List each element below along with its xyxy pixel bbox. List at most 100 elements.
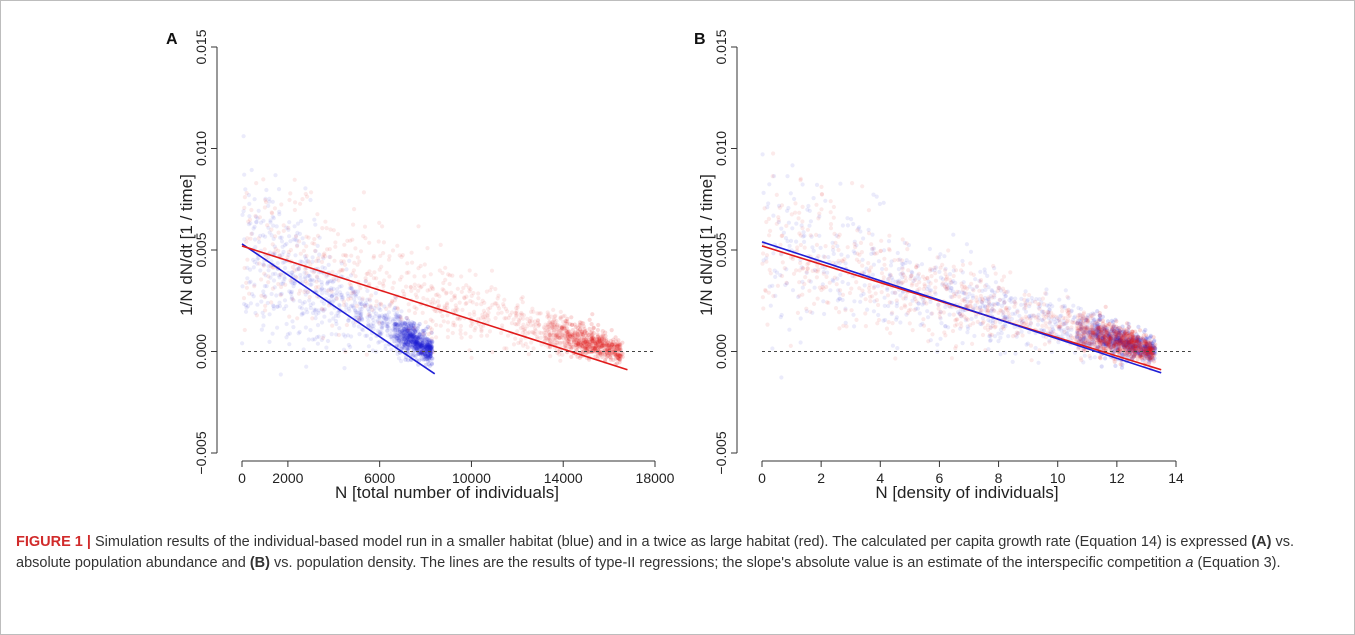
panel-a-blue-point xyxy=(425,344,430,349)
panel-b-blue-point xyxy=(942,254,947,259)
panel-a-red-point xyxy=(377,320,382,325)
panel-a-blue-point xyxy=(428,342,433,347)
panel-a-red-point xyxy=(428,317,433,322)
panel-b-blue-point xyxy=(1023,309,1029,314)
panel-a-red-point xyxy=(596,322,601,328)
panel-a-blue-point xyxy=(255,261,260,266)
panel-a-blue-point xyxy=(421,351,427,356)
panel-a-red-point xyxy=(421,296,426,301)
panel-b-blue-point xyxy=(790,163,795,168)
panel-b-blue-point xyxy=(800,182,805,187)
panel-b-red-point xyxy=(816,254,821,259)
panel-a-blue-point xyxy=(247,214,252,219)
panel-a-blue-point xyxy=(396,338,401,343)
panel-a-blue-point xyxy=(408,332,413,337)
panel-b-red-point xyxy=(978,308,983,313)
panel-a-blue-point xyxy=(325,281,330,286)
panel-a-blue-point xyxy=(315,341,320,346)
panel-b-red-point xyxy=(866,261,871,266)
panel-b-blue-point xyxy=(771,251,776,256)
panel-b-red-point xyxy=(854,280,859,285)
panel-b-red-point xyxy=(952,323,958,328)
panel-a-red-point xyxy=(272,250,277,255)
panel-a-red-point xyxy=(304,234,309,239)
panel-b-blue-point xyxy=(760,152,765,157)
panel-a-red-point xyxy=(387,254,392,259)
panel-b-red-point xyxy=(932,265,937,270)
panel-a-blue-point xyxy=(395,328,400,333)
panel-a-blue-point xyxy=(325,338,331,344)
panel-a-blue-point xyxy=(424,343,429,348)
panel-a-blue-point xyxy=(412,328,417,333)
panel-b-red-point xyxy=(968,323,973,328)
panel-b-blue-point xyxy=(845,216,850,221)
panel-a-blue-point xyxy=(385,324,390,329)
panel-a-blue-point xyxy=(352,297,357,302)
panel-a-red-point xyxy=(549,330,554,336)
panel-b-red-point xyxy=(1103,304,1108,309)
panel-a-red-point xyxy=(520,316,526,321)
panel-a-blue-point xyxy=(243,303,248,308)
panel-a-blue-point xyxy=(268,220,273,225)
panel-a-blue-point xyxy=(313,307,319,312)
panel-b-blue-point xyxy=(938,336,943,341)
panel-b-red-point xyxy=(819,207,824,212)
panel-b-red-point xyxy=(930,311,935,316)
panel-a-red-point xyxy=(270,242,275,247)
panel-b-blue-point xyxy=(838,181,843,186)
panel-b-red-point xyxy=(774,192,779,197)
panel-a-blue-point xyxy=(359,310,364,315)
panel-a-blue-point xyxy=(316,277,321,283)
panel-a-red-point xyxy=(518,312,523,317)
panel-b-red-point xyxy=(1066,318,1071,323)
panel-a-blue-point xyxy=(402,337,407,342)
panel-a-blue-point xyxy=(427,339,432,344)
panel-b-red-point xyxy=(821,271,826,276)
panel-a-blue-point xyxy=(258,220,264,225)
panel-a-blue-point xyxy=(397,329,402,334)
panel-a-red-point xyxy=(360,296,365,301)
panel-a-blue-point xyxy=(402,320,407,325)
panel-b-red-point xyxy=(837,232,842,237)
panel-a-blue-point xyxy=(357,317,362,322)
caption-ref-b: (B) xyxy=(249,555,270,571)
panel-a-blue-point xyxy=(273,173,278,178)
panel-a-blue-point xyxy=(294,233,299,238)
panel-a-blue-point xyxy=(331,316,336,321)
panel-a-blue-point xyxy=(405,337,410,342)
panel-a-blue-point xyxy=(414,341,419,346)
panel-b-blue-point xyxy=(792,196,797,202)
panel-a-blue-point xyxy=(385,325,390,330)
panel-a-blue-point xyxy=(410,337,415,342)
panel-a-blue-point xyxy=(274,224,279,229)
panel-a-blue-point xyxy=(379,325,384,330)
panel-b-red-point xyxy=(951,312,956,317)
panel-b-blue-point xyxy=(876,259,882,264)
panel-a-blue-point xyxy=(409,336,414,341)
panel-a-blue-point xyxy=(394,316,399,322)
panel-a-red-point xyxy=(422,262,427,267)
panel-b-red-point xyxy=(1138,328,1143,333)
panel-a-blue-point xyxy=(400,346,405,351)
panel-a-red-point xyxy=(287,314,292,319)
panel-a-blue-point xyxy=(288,290,293,295)
panel-a-blue-point xyxy=(422,352,427,357)
panel-a-red-point xyxy=(453,308,458,313)
panel-a-blue-point xyxy=(296,331,301,336)
panel-b-red-point xyxy=(1094,326,1099,331)
panel-b-blue-point xyxy=(761,190,766,195)
panel-b-blue-point xyxy=(943,324,948,329)
panel-b-blue-point xyxy=(779,226,784,231)
panel-b-red-point xyxy=(1083,315,1088,320)
panel-b-red-point xyxy=(905,247,910,252)
panel-a-y-tick-label: 0.015 xyxy=(193,29,209,64)
panel-b-blue-point xyxy=(917,311,922,316)
panel-b-blue-point xyxy=(837,296,843,301)
panel-a-blue-point xyxy=(426,362,431,367)
panel-b-red-point xyxy=(917,286,922,291)
panel-a-blue-point xyxy=(276,187,282,192)
panel-b-blue-point xyxy=(800,285,805,290)
panel-b-red-point xyxy=(795,245,800,250)
panel-a-red-point xyxy=(437,294,442,299)
panel-a-red-point xyxy=(404,270,409,275)
